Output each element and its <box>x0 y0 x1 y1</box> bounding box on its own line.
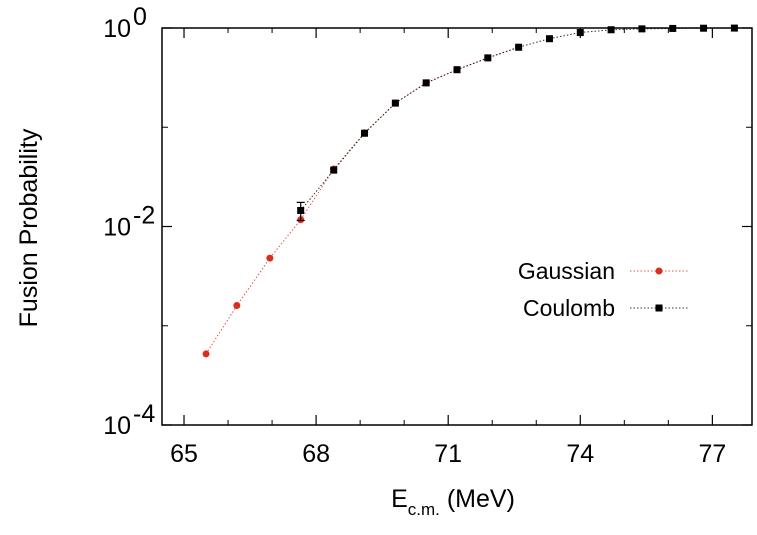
data-point-coulomb <box>297 206 305 214</box>
x-tick-label: 65 <box>170 440 198 468</box>
y-tick-label: 10 <box>103 214 131 242</box>
legend-marker-coulomb <box>655 304 663 312</box>
legend-label-gaussian: Gaussian <box>518 258 615 284</box>
plot-area <box>161 27 753 426</box>
data-point-coulomb <box>607 26 615 34</box>
data-point-coulomb <box>730 24 738 32</box>
plot-frame <box>161 27 753 426</box>
legend: Gaussian Coulomb <box>518 258 688 321</box>
y-tick-exponent: -2 <box>133 202 155 230</box>
data-point-coulomb <box>391 99 399 107</box>
data-point-coulomb <box>638 25 646 33</box>
data-point-coulomb <box>700 24 708 32</box>
data-point-gaussian <box>233 301 241 309</box>
series-layer <box>202 24 738 358</box>
x-axis-title: Ec.m. (MeV) <box>391 485 515 519</box>
x-axis-title-unit: (MeV) <box>440 485 515 513</box>
series-line-coulomb <box>300 27 735 211</box>
x-tick-label: 68 <box>302 440 330 468</box>
data-point-coulomb <box>422 79 430 87</box>
x-axis: 65 68 71 74 77 <box>170 28 726 468</box>
y-tick-exponent: 0 <box>133 3 147 31</box>
series-line-gaussian <box>205 46 519 355</box>
data-point-coulomb <box>484 54 492 62</box>
x-axis-title-subscript: c.m. <box>408 500 440 519</box>
data-point-coulomb <box>361 129 369 137</box>
data-point-gaussian <box>202 350 210 358</box>
data-point-coulomb <box>576 29 584 37</box>
x-axis-title-main: E <box>391 485 408 513</box>
data-point-gaussian <box>266 254 274 262</box>
legend-label-coulomb: Coulomb <box>523 295 615 321</box>
x-tick-label: 77 <box>698 440 726 468</box>
x-tick-label: 71 <box>434 440 462 468</box>
data-point-coulomb <box>669 24 677 32</box>
legend-marker-gaussian <box>655 267 663 275</box>
data-point-coulomb <box>453 66 461 74</box>
x-tick-label: 74 <box>566 440 594 468</box>
y-tick-exponent: -4 <box>133 400 155 428</box>
data-point-coulomb <box>330 166 338 174</box>
data-point-coulomb <box>515 43 523 51</box>
data-point-coulomb <box>545 35 553 43</box>
y-tick-label: 10 <box>103 15 131 43</box>
axis-titles: Ec.m. (MeV) Fusion Probability <box>15 128 515 519</box>
y-tick-label: 10 <box>103 412 131 440</box>
y-axis-title: Fusion Probability <box>15 128 43 327</box>
